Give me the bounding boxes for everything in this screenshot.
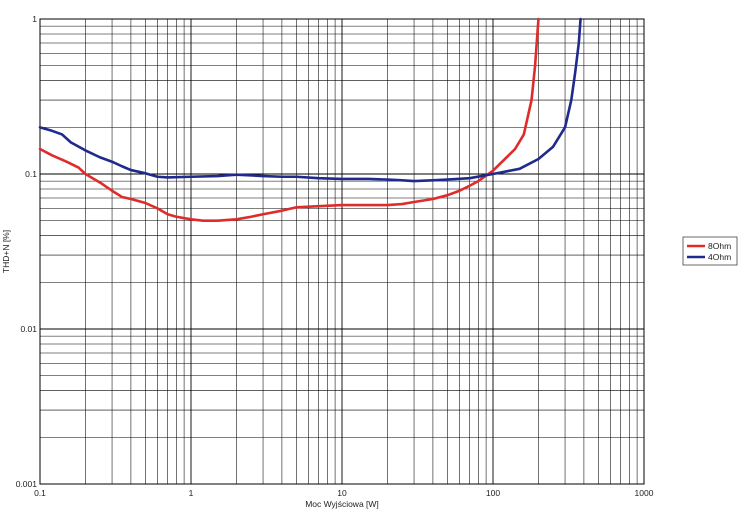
grid	[39, 19, 644, 485]
y-tick-label: 0.01	[20, 324, 37, 334]
series-lines	[38, 17, 582, 222]
legend-box	[682, 236, 738, 266]
x-tick-label: 1	[189, 488, 194, 498]
y-tick-label: 1	[32, 14, 37, 24]
y-axis-label: THD+N [%]	[1, 230, 11, 273]
y-tick-label: 0.1	[25, 169, 37, 179]
x-tick-label: 1000	[635, 488, 654, 498]
series-line-8ohm	[38, 17, 540, 222]
plot-frame	[39, 18, 645, 485]
x-tick-label: 100	[486, 488, 500, 498]
y-tick-label: 0.001	[16, 479, 38, 489]
x-tick-label: 10	[337, 488, 347, 498]
series-line-4ohm	[38, 17, 582, 183]
legend-label-8ohm: 8Ohm	[708, 241, 731, 251]
x-tick-label: 0.1	[34, 488, 46, 498]
tick-labels: 0.1 1 10 100 1000 0.001 0.01 0.1 1	[16, 14, 654, 498]
x-axis-label: Moc Wyjściowa [W]	[305, 499, 379, 509]
legend-label-4ohm: 4Ohm	[708, 252, 731, 262]
